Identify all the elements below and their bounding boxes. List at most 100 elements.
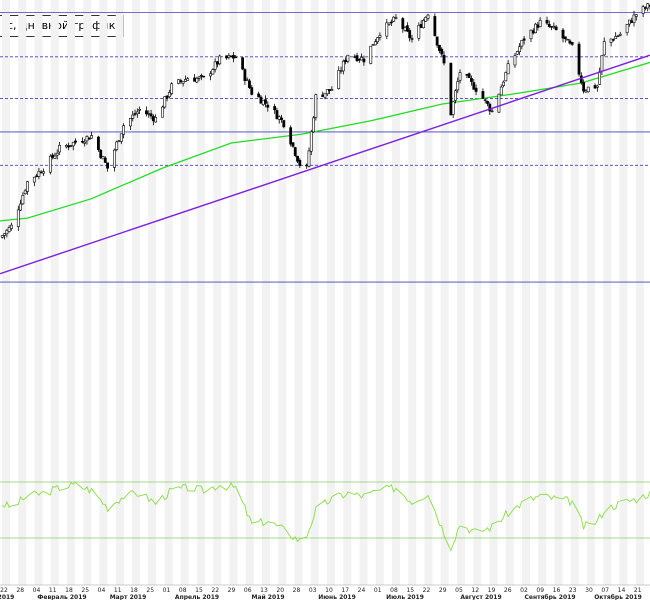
candle-body xyxy=(456,81,460,91)
week-band xyxy=(2,0,10,585)
candle-body xyxy=(371,44,375,46)
candle-body xyxy=(577,43,581,75)
ma-line xyxy=(0,61,650,222)
x-tick-label: 19 xyxy=(488,587,496,594)
x-tick-label: 25 xyxy=(146,587,154,594)
candle-body xyxy=(344,59,347,62)
candle-body xyxy=(490,110,494,113)
candle-body xyxy=(26,181,29,192)
month-label: Февраль 2019 xyxy=(37,594,86,600)
candle-body xyxy=(337,70,341,89)
candle-body xyxy=(0,235,4,238)
candle-body xyxy=(513,55,517,66)
x-tick-label: 04 xyxy=(98,587,106,594)
candle-body xyxy=(55,152,59,156)
candle-body xyxy=(440,48,444,55)
candle-body xyxy=(80,140,84,143)
candle-body xyxy=(243,69,247,81)
candle-body xyxy=(387,22,391,25)
candle-body xyxy=(401,18,405,30)
x-tick-label: 11 xyxy=(114,587,122,594)
week-band xyxy=(538,0,547,585)
candle-body xyxy=(438,44,441,51)
candle-body xyxy=(181,81,185,84)
candle-body xyxy=(474,87,478,92)
week-band xyxy=(554,0,563,585)
candle-body xyxy=(138,109,142,111)
week-band xyxy=(294,0,303,585)
candle-body xyxy=(259,96,263,104)
candle-body xyxy=(250,87,254,95)
x-tick-label: 02 xyxy=(520,587,528,594)
week-band xyxy=(473,0,482,585)
candle-body xyxy=(232,55,235,59)
candles xyxy=(0,3,650,240)
x-tick-label: 29 xyxy=(439,587,447,594)
candle-body xyxy=(234,56,238,59)
candle-body xyxy=(21,195,25,205)
candle-body xyxy=(147,113,151,115)
month-label: Март 2019 xyxy=(110,594,147,600)
x-tick-label: 18 xyxy=(65,587,73,594)
candle-body xyxy=(193,77,196,82)
candle-body xyxy=(611,39,615,41)
candle-body xyxy=(550,26,553,28)
candle-body xyxy=(357,58,361,61)
candle-body xyxy=(312,117,315,133)
x-tick-label: 04 xyxy=(33,587,41,594)
week-band xyxy=(424,0,433,585)
candle-body xyxy=(641,6,645,14)
candle-body xyxy=(534,23,537,34)
candle-body xyxy=(69,145,73,147)
x-tick-label: 09 xyxy=(536,587,544,594)
candle-body xyxy=(630,20,634,23)
candle-body xyxy=(417,25,421,39)
candle-body xyxy=(470,78,473,82)
candle-body xyxy=(467,73,471,78)
week-band xyxy=(213,0,222,585)
x-tick-label: 26 xyxy=(504,587,512,594)
candle-body xyxy=(433,16,437,37)
x-tick-label: 08 xyxy=(179,587,187,594)
candle-body xyxy=(422,20,425,29)
candle-body xyxy=(145,110,148,115)
candle-body xyxy=(582,82,586,92)
candle-body xyxy=(83,141,87,144)
week-band xyxy=(635,0,644,585)
candle-body xyxy=(644,7,647,9)
candle-body xyxy=(389,21,393,24)
candle-body xyxy=(538,19,542,27)
candle-body xyxy=(35,175,39,177)
candle-body xyxy=(330,89,334,91)
candle-body xyxy=(209,73,212,77)
candle-body xyxy=(625,24,629,34)
x-tick-label: 10 xyxy=(325,587,333,594)
week-bands xyxy=(2,0,644,585)
candle-body xyxy=(499,86,503,96)
candle-body xyxy=(64,145,68,148)
candle-body xyxy=(341,60,345,72)
candle-body xyxy=(122,125,125,135)
week-band xyxy=(18,0,27,585)
week-band xyxy=(99,0,108,585)
x-tick-label: 30 xyxy=(585,587,593,594)
candle-body xyxy=(195,78,199,83)
week-band xyxy=(570,0,579,585)
candle-body xyxy=(106,162,109,169)
candle-body xyxy=(87,137,91,140)
x-tick-label: 13 xyxy=(260,587,268,594)
candle-body xyxy=(273,106,277,111)
candle-body xyxy=(561,29,565,39)
candle-body xyxy=(552,25,556,28)
candle-body xyxy=(291,142,295,147)
candle-body xyxy=(518,46,521,53)
x-tick-label: 25 xyxy=(81,587,89,594)
candle-body xyxy=(32,176,36,183)
candle-body xyxy=(113,149,116,168)
week-band xyxy=(197,0,205,585)
candle-body xyxy=(454,90,457,101)
x-tick-label: 07 xyxy=(601,587,609,594)
week-band xyxy=(619,0,628,585)
candle-body xyxy=(227,55,231,58)
